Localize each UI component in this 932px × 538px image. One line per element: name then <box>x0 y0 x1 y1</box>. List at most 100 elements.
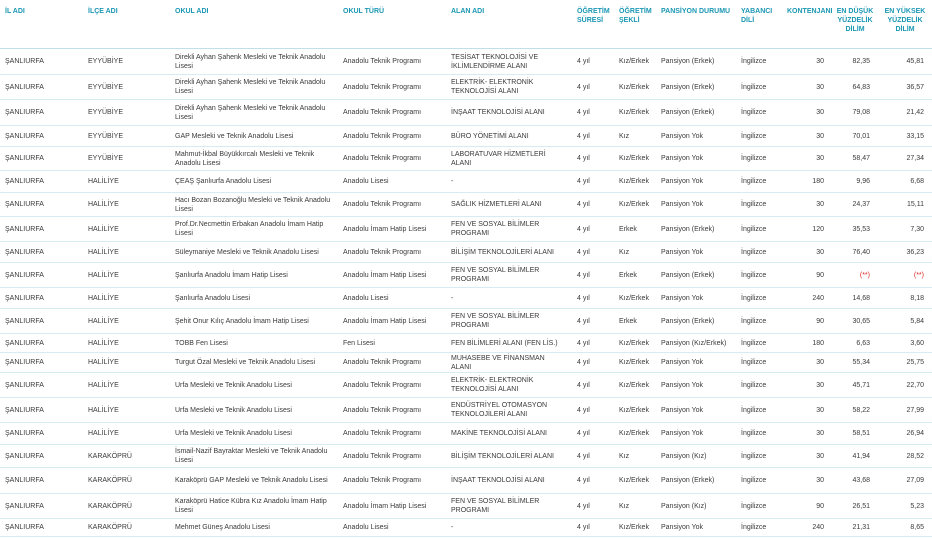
table-cell: İngilizce <box>736 444 782 468</box>
table-cell: ŞANLIURFA <box>0 146 83 171</box>
table-cell: 58,51 <box>832 422 878 445</box>
table-cell: Anadolu Teknik Programı <box>338 397 446 423</box>
table-cell: Kız/Erkek <box>614 48 656 75</box>
column-header: İLÇE ADI <box>83 0 170 49</box>
column-header: KONTENJANI <box>782 0 833 49</box>
table-cell: 3,60 <box>878 333 932 353</box>
table-cell: İngilizce <box>736 467 782 494</box>
table-cell: Karaköprü GAP Mesleki ve Teknik Anadolu … <box>170 467 338 494</box>
table-cell: Anadolu Lisesi <box>338 287 446 309</box>
table-cell: Pansiyon (Erkek) <box>656 74 736 100</box>
table-cell: 8,65 <box>878 518 932 537</box>
table-cell: 30 <box>782 48 832 75</box>
table-cell: 4 yıl <box>572 48 614 75</box>
table-cell: Pansiyon (Erkek) <box>656 99 736 126</box>
table-cell: 4 yıl <box>572 287 614 309</box>
table-cell: - <box>446 287 572 309</box>
table-cell: Pansiyon Yok <box>656 192 736 217</box>
table-cell: Kız/Erkek <box>614 397 656 423</box>
table-cell: İngilizce <box>736 397 782 423</box>
table-cell: 30 <box>782 422 832 445</box>
table-cell: 4 yıl <box>572 444 614 468</box>
table-cell: Kız <box>614 444 656 468</box>
table-cell: ŞANLIURFA <box>0 372 83 398</box>
table-cell: KARAKÖPRÜ <box>83 518 170 537</box>
table-cell: 24,37 <box>832 192 878 217</box>
table-cell: Anadolu İmam Hatip Lisesi <box>338 262 446 288</box>
table-cell: ÇEAŞ Şanlıurfa Anadolu Lisesi <box>170 170 338 193</box>
table-cell: İngilizce <box>736 216 782 242</box>
table-cell: ENDÜSTRİYEL OTOMASYON TEKNOLOJİLERİ ALAN… <box>446 397 572 423</box>
table-row: ŞANLIURFA KARAKÖPRÜ İsmail-Nazif Bayraktar… <box>0 444 932 468</box>
table-cell: 4 yıl <box>572 241 614 263</box>
table-cell: Anadolu Teknik Programı <box>338 192 446 217</box>
table-cell: (**) <box>832 262 878 288</box>
table-cell: Kız/Erkek <box>614 422 656 445</box>
table-cell: Karaköprü Hatice Kübra Kız Anadolu İmam … <box>170 493 338 519</box>
table-cell: ŞANLIURFA <box>0 518 83 537</box>
table-cell: 5,23 <box>878 493 932 519</box>
table-cell: 28,52 <box>878 444 932 468</box>
table-cell: Pansiyon Yok <box>656 372 736 398</box>
table-cell: 4 yıl <box>572 170 614 193</box>
table-cell: Anadolu İmam Hatip Lisesi <box>338 308 446 334</box>
table-cell: 4 yıl <box>572 262 614 288</box>
table-cell: KARAKÖPRÜ <box>83 493 170 519</box>
table-row: ŞANLIURFA HALİLİYE Prof.Dr.Necmettin Erbak… <box>0 216 932 242</box>
table-cell: Şehit Onur Kılıç Anadolu İmam Hatip Lise… <box>170 308 338 334</box>
table-cell: Urfa Mesleki ve Teknik Anadolu Lisesi <box>170 372 338 398</box>
table-cell: Anadolu Teknik Programı <box>338 467 446 494</box>
table-cell: 4 yıl <box>572 372 614 398</box>
column-header: ÖĞRETİM SÜRESİ <box>572 0 614 49</box>
table-cell: Anadolu Teknik Programı <box>338 146 446 171</box>
table-cell: İngilizce <box>736 74 782 100</box>
table-cell: Pansiyon Yok <box>656 397 736 423</box>
table-cell: ŞANLIURFA <box>0 444 83 468</box>
table-cell: İngilizce <box>736 493 782 519</box>
table-cell: TESİSAT TEKNOLOJİSİ VE İKLİMLENDİRME ALA… <box>446 48 572 75</box>
table-cell: ŞANLIURFA <box>0 192 83 217</box>
table-cell: Kız/Erkek <box>614 467 656 494</box>
table-cell: 30 <box>782 397 832 423</box>
table-cell: Anadolu İmam Hatip Lisesi <box>338 216 446 242</box>
table-cell: 30 <box>782 192 832 217</box>
table-cell: Anadolu Lisesi <box>338 518 446 537</box>
table-cell: 30 <box>782 99 832 126</box>
table-cell: ŞANLIURFA <box>0 48 83 75</box>
table-cell: Pansiyon Yok <box>656 170 736 193</box>
table-cell: Mahmut-İkbal Büyükkırcalı Mesleki ve Tek… <box>170 146 338 171</box>
table-cell: 240 <box>782 518 832 537</box>
table-cell: ŞANLIURFA <box>0 493 83 519</box>
table-row: ŞANLIURFA EYYÜBİYE Direkli Ayhan Şahenk Me… <box>0 99 932 126</box>
table-row: ŞANLIURFA HALİLİYE Şanlıurfa Anadolu İmam … <box>0 262 932 288</box>
table-row: ŞANLIURFA HALİLİYE Turgut Özal Mesleki ve … <box>0 352 932 373</box>
table-cell: HALİLİYE <box>83 397 170 423</box>
table-cell: 30 <box>782 444 832 468</box>
table-cell: 36,23 <box>878 241 932 263</box>
table-row: ŞANLIURFA EYYÜBİYE Mahmut-İkbal Büyükkırca… <box>0 146 932 171</box>
table-cell: ŞANLIURFA <box>0 308 83 334</box>
table-row: ŞANLIURFA EYYÜBİYE Direkli Ayhan Şahenk Me… <box>0 74 932 100</box>
table-cell: MAKİNE TEKNOLOJİSİ ALANI <box>446 422 572 445</box>
table-cell: Pansiyon (Erkek) <box>656 48 736 75</box>
column-header: EN YÜKSEK YÜZDELİK DİLİM <box>878 0 932 49</box>
table-cell: HALİLİYE <box>83 287 170 309</box>
table-cell: 45,81 <box>878 48 932 75</box>
table-row: ŞANLIURFA HALİLİYE Urfa Mesleki ve Teknik … <box>0 372 932 398</box>
table-cell: HALİLİYE <box>83 333 170 353</box>
table-cell: Mehmet Güneş Anadolu Lisesi <box>170 518 338 537</box>
table-cell: LABORATUVAR HİZMETLERİ ALANI <box>446 146 572 171</box>
table-cell: 5,84 <box>878 308 932 334</box>
table-cell: 4 yıl <box>572 422 614 445</box>
table-cell: ŞANLIURFA <box>0 74 83 100</box>
table-cell: İngilizce <box>736 99 782 126</box>
table-cell: 15,11 <box>878 192 932 217</box>
table-cell: Anadolu Teknik Programı <box>338 125 446 147</box>
table-cell: Kız/Erkek <box>614 518 656 537</box>
table-cell: İngilizce <box>736 518 782 537</box>
table-cell: Pansiyon (Erkek) <box>656 308 736 334</box>
table-cell: İngilizce <box>736 146 782 171</box>
table-row: ŞANLIURFA KARAKÖPRÜ Karaköprü Hatice Kübra… <box>0 493 932 519</box>
table-cell: Kız/Erkek <box>614 192 656 217</box>
table-cell: 4 yıl <box>572 493 614 519</box>
